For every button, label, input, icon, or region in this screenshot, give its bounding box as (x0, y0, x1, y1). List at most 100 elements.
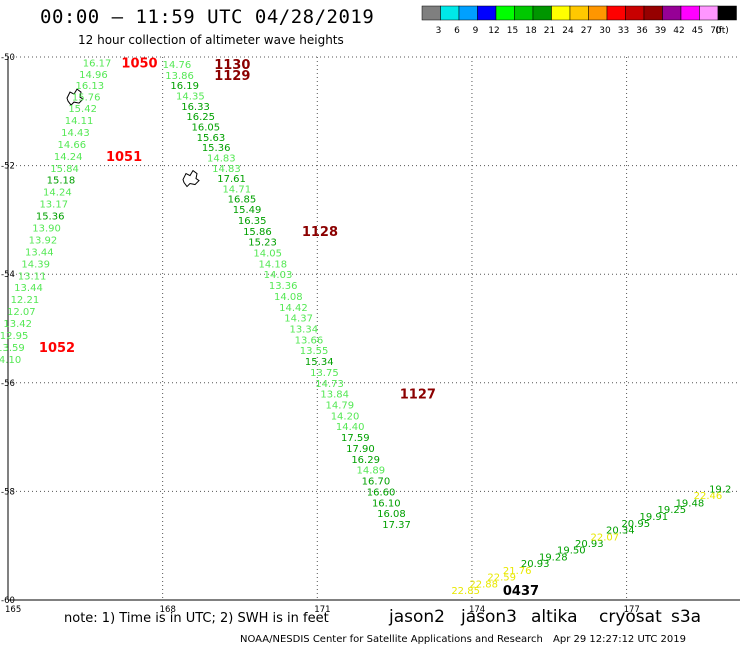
wave-height-point: 13.66 (295, 335, 324, 346)
legend-swatch (680, 5, 700, 21)
wave-height-point: 14.10 (0, 355, 21, 366)
legend-label: 18 (525, 26, 537, 36)
color-legend: 3 6 9 12 15 18 21 24 27 30 33 36 39 42 45 70(ft) (421, 5, 737, 36)
wave-height-point: 19.50 (557, 546, 586, 557)
wave-height-point: 14.89 (356, 466, 385, 477)
wave-height-point: 14.76 (163, 60, 192, 71)
wave-height-point: 22.85 (451, 586, 480, 597)
wave-height-point: 12.07 (7, 307, 36, 318)
wave-height-point: 16.19 (170, 81, 199, 92)
legend-swatch (421, 5, 441, 21)
legend-swatch (569, 5, 589, 21)
legend-swatch (606, 5, 626, 21)
pass-time-label: 1050 (121, 56, 157, 71)
legend-label: 12 (488, 26, 499, 36)
wave-height-point: 19.48 (676, 498, 705, 509)
wave-height-point: 13.42 (3, 319, 32, 330)
pass-time-label: 1128 (302, 225, 338, 240)
wave-height-point: 20.93 (575, 539, 604, 550)
chart-subtitle: 12 hour collection of altimeter wave hei… (78, 33, 344, 47)
wave-height-point: 22.46 (694, 491, 723, 502)
satellite-altika: altika (531, 607, 578, 627)
x-tick-label: 171 (314, 605, 330, 615)
wave-height-point: 16.29 (351, 455, 380, 466)
wave-height-point: 15.86 (243, 227, 272, 238)
wave-height-point: 14.40 (336, 422, 365, 433)
wave-height-point: 15.49 (233, 205, 262, 216)
legend-swatch (717, 5, 737, 21)
wave-height-point: 14.18 (259, 259, 288, 270)
wave-height-point: 14.71 (222, 184, 251, 195)
wave-height-point: 14.08 (274, 292, 303, 303)
y-tick-label: -50 (1, 53, 15, 63)
legend-label: 9 (473, 26, 479, 36)
satellite-s3a: s3a (671, 607, 702, 627)
wave-height-point: 14.42 (279, 303, 308, 314)
legend-label: 3 (436, 26, 442, 36)
wave-height-point: 13.84 (320, 390, 349, 401)
legend-swatch (458, 5, 478, 21)
wave-height-point: 13.44 (25, 247, 54, 258)
wave-height-point: 15.42 (68, 104, 97, 115)
legend-label: 6 (454, 26, 460, 36)
legend-swatch (699, 5, 719, 21)
pass-time-label: 1129 (214, 69, 250, 84)
legend-label: 21 (544, 26, 555, 36)
wave-height-point: 16.13 (76, 81, 105, 92)
x-tick-label: 168 (160, 605, 176, 615)
wave-height-point: 13.34 (289, 325, 318, 336)
wave-height-point: 13.17 (39, 200, 68, 211)
wave-height-point: 14.20 (331, 411, 360, 422)
wave-height-point: 15.76 (72, 93, 101, 104)
legend-label: 70 (710, 26, 722, 36)
legend-label: 15 (507, 26, 518, 36)
wave-height-point: 16.35 (238, 216, 267, 227)
legend-label: 39 (655, 26, 667, 36)
wave-height-point: 15.23 (248, 238, 277, 249)
wave-height-point: 13.59 (0, 343, 25, 354)
wave-height-point: 17.61 (217, 174, 246, 185)
wave-height-point: 20.93 (521, 559, 550, 570)
y-tick-label: -52 (1, 162, 15, 172)
wave-height-point: 14.39 (21, 259, 50, 270)
wave-height-point: 14.83 (207, 153, 236, 164)
wave-height-point: 15.34 (305, 357, 334, 368)
legend-label: 36 (636, 26, 648, 36)
wave-height-point: 13.75 (310, 368, 339, 379)
legend-swatch (551, 5, 571, 21)
legend-label: 27 (581, 26, 592, 36)
y-tick-label: -58 (1, 487, 15, 497)
legend-swatch (643, 5, 663, 21)
wave-height-point: 19.2 (709, 485, 731, 496)
wave-height-point: 13.36 (269, 281, 298, 292)
wave-height-point: 13.44 (14, 283, 43, 294)
satellite-jason2: jason2 (389, 607, 445, 627)
x-tick-label: 174 (469, 605, 485, 615)
pass-time-label: 1051 (106, 150, 142, 165)
wave-height-point: 16.17 (83, 58, 112, 69)
map-grid (7, 56, 740, 601)
satellite-jason3: jason3 (461, 607, 517, 627)
wave-height-point: 20.95 (621, 519, 650, 530)
legend-label: 33 (618, 26, 629, 36)
x-tick-label: 165 (5, 605, 21, 615)
y-tick-label: -56 (1, 379, 15, 389)
y-tick-label: -54 (1, 270, 15, 280)
wave-height-point: 13.55 (300, 346, 329, 357)
wave-height-point: 15.18 (47, 176, 76, 187)
satellite-cryosat: cryosat (599, 607, 662, 627)
legend-swatch (495, 5, 515, 21)
pass-time-label: 1130 (214, 58, 250, 73)
wave-height-point: 20.34 (606, 525, 635, 536)
wave-height-point: 13.86 (165, 71, 194, 82)
wave-height-point: 14.03 (264, 270, 293, 281)
wave-height-point: 14.05 (253, 248, 282, 259)
wave-height-point: 16.05 (192, 123, 221, 134)
credit-text: NOAA/NESDIS Center for Satellite Applica… (240, 634, 543, 645)
pass-time-label: 1127 (400, 388, 436, 403)
legend-swatch (532, 5, 552, 21)
wave-height-point: 14.37 (284, 314, 313, 325)
legend-swatch (440, 5, 460, 21)
